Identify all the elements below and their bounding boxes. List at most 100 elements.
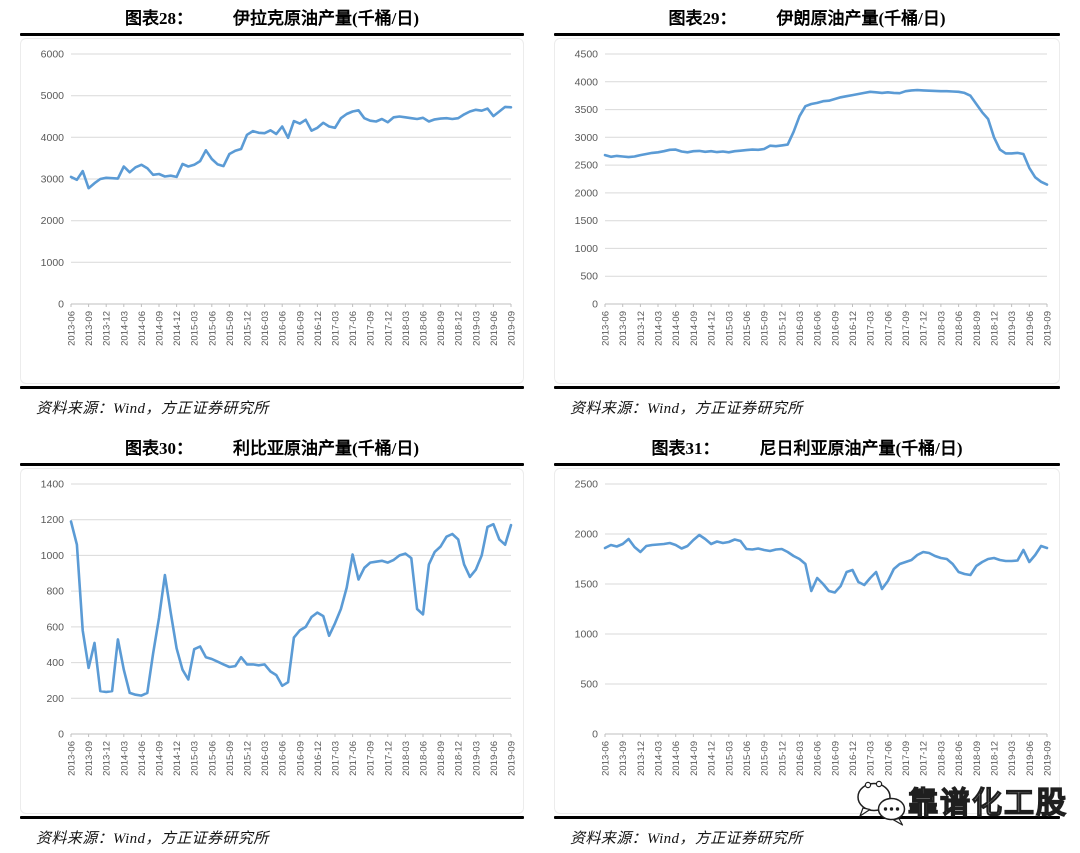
svg-text:2017-06: 2017-06 [348,311,359,346]
svg-text:2018-06: 2018-06 [954,311,965,346]
svg-text:2017-12: 2017-12 [919,311,930,346]
svg-text:800: 800 [46,586,64,598]
svg-text:2000: 2000 [575,187,599,199]
svg-text:2017-12: 2017-12 [919,741,930,776]
chart-title-text: 伊拉克原油产量(千桶/日) [232,9,420,28]
chart-title: 图表31： 尼日利亚原油产量(千桶/日) [554,436,1060,463]
svg-text:1000: 1000 [575,243,599,255]
svg-text:2019-09: 2019-09 [507,741,518,776]
chart-frame: 0 200 400 600 800 1000 1200 1400 2013-06 2013-09 2… [20,468,524,814]
svg-text:0: 0 [58,299,64,311]
svg-text:3000: 3000 [41,174,65,186]
svg-text:2014-12: 2014-12 [707,741,718,776]
source-note: 资料来源：Wind，方正证券研究所 [36,401,269,417]
svg-text:2013-09: 2013-09 [84,311,95,346]
title-divider-rule [20,463,524,466]
chart-frame: 0 1000 2000 3000 4000 5000 6000 2013-06 2013-09 2… [20,38,524,384]
svg-text:2019-09: 2019-09 [1043,311,1054,346]
svg-text:2014-03: 2014-03 [119,311,130,346]
chart-title-text: 尼日利亚原油产量(千桶/日) [759,439,963,458]
svg-text:200: 200 [46,693,64,705]
svg-text:2019-09: 2019-09 [507,311,518,346]
svg-text:2019-03: 2019-03 [471,741,482,776]
svg-text:2018-03: 2018-03 [401,741,412,776]
source-note: 资料来源：Wind，方正证券研究所 [570,831,803,847]
figure-label: 图表31： [651,439,720,458]
figure-29-iran-chart-block: 图表29： 伊朗原油产量(千桶/日) 0 500 1000 1500 2000 2500 3… [554,6,1060,420]
svg-text:2019-06: 2019-06 [1025,311,1036,346]
svg-text:2500: 2500 [575,479,599,491]
svg-text:2014-12: 2014-12 [172,741,183,776]
svg-text:2013-06: 2013-06 [67,741,78,776]
svg-text:2018-03: 2018-03 [936,311,947,346]
libya-production-line-chart: 0 200 400 600 800 1000 1200 1400 2013-06 2013-09 2… [41,479,518,776]
svg-text:2015-06: 2015-06 [207,311,218,346]
svg-text:2014-03: 2014-03 [119,741,130,776]
svg-text:2019-06: 2019-06 [489,741,500,776]
svg-text:2013-09: 2013-09 [618,741,629,776]
svg-text:2014-03: 2014-03 [654,311,665,346]
title-divider-rule [554,33,1060,36]
svg-text:2016-09: 2016-09 [295,311,306,346]
svg-text:2013-06: 2013-06 [67,311,78,346]
source-note: 资料来源：Wind，方正证券研究所 [36,831,269,847]
svg-text:1500: 1500 [575,579,599,591]
svg-text:2016-03: 2016-03 [795,311,806,346]
svg-text:2018-03: 2018-03 [401,311,412,346]
svg-text:2018-09: 2018-09 [972,741,983,776]
svg-text:2018-12: 2018-12 [990,741,1001,776]
svg-text:6000: 6000 [41,49,65,61]
svg-text:2016-06: 2016-06 [278,741,289,776]
svg-text:2016-06: 2016-06 [813,311,824,346]
svg-text:2018-09: 2018-09 [436,311,447,346]
svg-text:2013-12: 2013-12 [102,311,113,346]
svg-text:2015-03: 2015-03 [190,311,201,346]
svg-text:2016-06: 2016-06 [813,741,824,776]
svg-text:2019-03: 2019-03 [1007,741,1018,776]
iran-production-line-chart: 0 500 1000 1500 2000 2500 3000 3500 4000 4500 2013… [575,49,1054,346]
svg-text:2017-03: 2017-03 [331,741,342,776]
svg-text:2016-03: 2016-03 [795,741,806,776]
svg-text:2018-06: 2018-06 [419,311,430,346]
svg-text:2016-09: 2016-09 [830,311,841,346]
svg-text:2015-06: 2015-06 [742,311,753,346]
svg-text:2015-03: 2015-03 [190,741,201,776]
svg-text:1000: 1000 [41,550,65,562]
svg-text:2018-06: 2018-06 [419,741,430,776]
svg-text:2014-09: 2014-09 [689,311,700,346]
svg-text:2000: 2000 [575,529,599,541]
svg-text:2016-12: 2016-12 [313,741,324,776]
svg-text:2017-12: 2017-12 [383,741,394,776]
svg-text:2016-12: 2016-12 [848,311,859,346]
svg-text:1200: 1200 [41,514,65,526]
svg-text:2019-06: 2019-06 [489,311,500,346]
svg-text:2017-03: 2017-03 [331,311,342,346]
svg-text:400: 400 [46,657,64,669]
svg-text:1000: 1000 [575,629,599,641]
svg-text:2018-12: 2018-12 [454,311,465,346]
svg-text:2015-09: 2015-09 [225,311,236,346]
svg-text:2015-12: 2015-12 [243,311,254,346]
svg-text:2013-09: 2013-09 [84,741,95,776]
svg-text:2016-12: 2016-12 [313,311,324,346]
svg-text:3000: 3000 [575,132,599,144]
chart-title: 图表30： 利比亚原油产量(千桶/日) [20,436,524,463]
svg-text:2015-03: 2015-03 [724,311,735,346]
svg-text:2500: 2500 [575,160,599,172]
svg-text:2017-09: 2017-09 [366,311,377,346]
svg-text:2014-06: 2014-06 [671,741,682,776]
svg-text:2013-09: 2013-09 [618,311,629,346]
svg-text:2015-09: 2015-09 [760,741,771,776]
svg-text:2015-12: 2015-12 [243,741,254,776]
svg-text:0: 0 [592,729,598,741]
svg-text:2015-09: 2015-09 [225,741,236,776]
chart-title: 图表29： 伊朗原油产量(千桶/日) [554,6,1060,33]
svg-text:1000: 1000 [41,257,65,269]
title-divider-rule [20,33,524,36]
figure-28-iraq-chart-block: 图表28： 伊拉克原油产量(千桶/日) 0 1000 2000 3000 4000 500… [20,6,524,420]
svg-text:0: 0 [58,729,64,741]
svg-text:2019-06: 2019-06 [1025,741,1036,776]
svg-text:2013-06: 2013-06 [601,311,612,346]
svg-text:4000: 4000 [41,132,65,144]
svg-text:2000: 2000 [41,215,65,227]
